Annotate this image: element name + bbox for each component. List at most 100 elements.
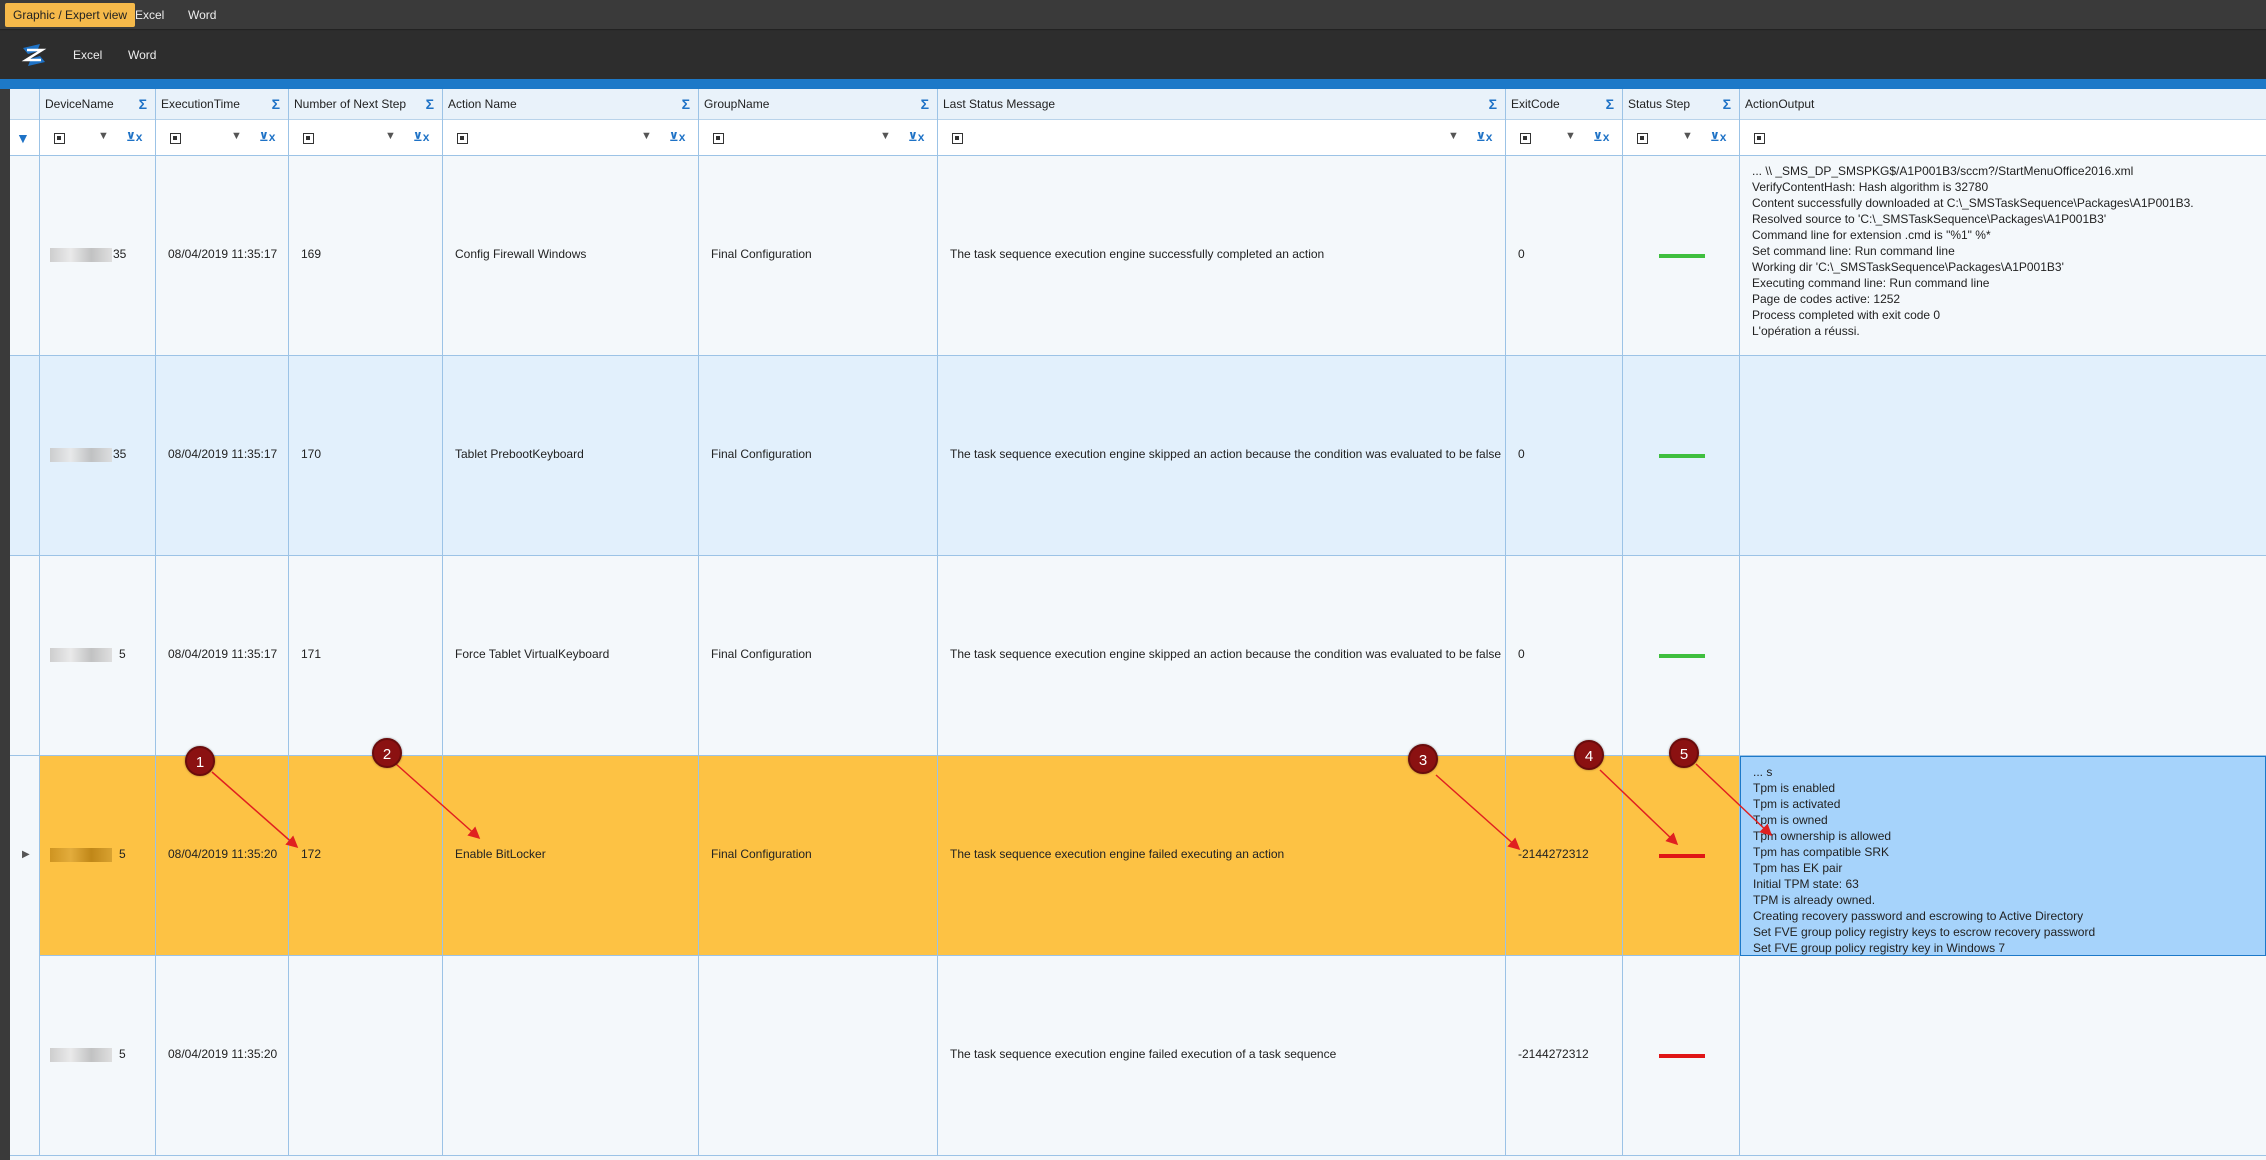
sum-icon[interactable]: Σ xyxy=(138,96,147,112)
row-indicator[interactable] xyxy=(10,956,40,1156)
row-indicator[interactable] xyxy=(10,356,40,556)
cell-devicename: 5 xyxy=(40,956,156,1156)
sum-icon[interactable]: Σ xyxy=(1605,96,1614,112)
column-header-devicename[interactable]: DeviceName Σ xyxy=(40,89,156,120)
filter-checkbox[interactable] xyxy=(1637,133,1648,144)
next-step-number: 171 xyxy=(301,647,322,661)
excel-button[interactable]: Excel xyxy=(73,48,103,62)
status-message: The task sequence execution engine succe… xyxy=(950,247,1325,261)
filter-checkbox[interactable] xyxy=(1520,133,1531,144)
dropdown-arrow-icon[interactable]: ▼ xyxy=(880,130,891,142)
filter-cell-exitcode[interactable]: ▼ ⊻x xyxy=(1506,120,1623,156)
clear-filter-icon[interactable]: ⊻x xyxy=(126,130,143,144)
refresh-logo-icon[interactable] xyxy=(18,40,50,70)
dropdown-arrow-icon[interactable]: ▼ xyxy=(1682,130,1693,142)
table-row[interactable]: 5 08/04/2019 11:35:17 171 Force Tablet V… xyxy=(10,556,2266,756)
filter-cell-actionoutput[interactable] xyxy=(1740,120,2266,156)
filter-toggle[interactable]: ▼ xyxy=(10,120,40,156)
filter-checkbox[interactable] xyxy=(54,133,65,144)
cell-exitcode: -2144272312 xyxy=(1506,756,1623,956)
column-header-action-name[interactable]: Action Name Σ xyxy=(443,89,699,120)
exit-code: -2144272312 xyxy=(1518,1047,1589,1061)
action-name: Config Firewall Windows xyxy=(455,247,587,261)
cell-executiontime: 08/04/2019 11:35:20 xyxy=(156,956,289,1156)
output-line: Set FVE group policy registry keys to es… xyxy=(1753,925,2096,939)
redacted-name xyxy=(50,1048,112,1062)
annotation-badge-5: 5 xyxy=(1669,738,1699,768)
clear-filter-icon[interactable]: ⊻x xyxy=(1710,130,1727,144)
filter-checkbox[interactable] xyxy=(457,133,468,144)
word-button[interactable]: Word xyxy=(128,48,157,62)
cell-next-step xyxy=(289,956,443,1156)
execution-time: 08/04/2019 11:35:20 xyxy=(168,1047,278,1061)
cell-devicename: 35 xyxy=(40,156,156,356)
table-row[interactable]: 35 08/04/2019 11:35:17 170 Tablet Preboo… xyxy=(10,356,2266,556)
column-header-groupname[interactable]: GroupName Σ xyxy=(699,89,938,120)
filter-checkbox[interactable] xyxy=(303,133,314,144)
clear-filter-icon[interactable]: ⊻x xyxy=(259,130,276,144)
table-row[interactable]: 5 08/04/2019 11:35:20 The task sequence … xyxy=(10,956,2266,1156)
sum-icon[interactable]: Σ xyxy=(681,96,690,112)
action-name: Tablet PrebootKeyboard xyxy=(455,447,584,461)
clear-filter-icon[interactable]: ⊻x xyxy=(908,130,925,144)
funnel-icon[interactable]: ▼ xyxy=(16,130,30,146)
column-header-actionoutput[interactable]: ActionOutput xyxy=(1740,89,2266,120)
tab-word[interactable]: Word xyxy=(188,8,217,22)
dropdown-arrow-icon[interactable]: ▼ xyxy=(1565,130,1576,142)
action-output-text-selected[interactable]: ... s Tpm is enabled Tpm is activated Tp… xyxy=(1740,756,2266,956)
execution-time: 08/04/2019 11:35:17 xyxy=(168,447,278,461)
dropdown-arrow-icon[interactable]: ▼ xyxy=(1448,130,1459,142)
filter-cell-next-step[interactable]: ▼ ⊻x xyxy=(289,120,443,156)
column-header-executiontime[interactable]: ExecutionTime Σ xyxy=(156,89,289,120)
sum-icon[interactable]: Σ xyxy=(271,96,280,112)
filter-cell-action-name[interactable]: ▼ ⊻x xyxy=(443,120,699,156)
sum-icon[interactable]: Σ xyxy=(1722,96,1731,112)
filter-checkbox[interactable] xyxy=(1754,133,1765,144)
cell-action-name: Tablet PrebootKeyboard xyxy=(443,356,699,556)
sum-icon[interactable]: Σ xyxy=(920,96,929,112)
cell-devicename: 5 xyxy=(40,556,156,756)
filter-cell-devicename[interactable]: ▼ ⊻x xyxy=(40,120,156,156)
table-row-selected[interactable]: ▶ 5 08/04/2019 11:35:20 172 Enable BitLo… xyxy=(10,756,2266,956)
sum-icon[interactable]: Σ xyxy=(425,96,434,112)
row-indicator[interactable] xyxy=(10,556,40,756)
filter-cell-last-status-message[interactable]: ▼ ⊻x xyxy=(938,120,1506,156)
clear-filter-icon[interactable]: ⊻x xyxy=(1476,130,1493,144)
clear-filter-icon[interactable]: ⊻x xyxy=(669,130,686,144)
cell-last-status-message: The task sequence execution engine faile… xyxy=(938,756,1506,956)
dropdown-arrow-icon[interactable]: ▼ xyxy=(385,130,396,142)
dropdown-arrow-icon[interactable]: ▼ xyxy=(641,130,652,142)
table-row[interactable]: 35 08/04/2019 11:35:17 169 Config Firewa… xyxy=(10,156,2266,356)
column-header-next-step[interactable]: Number of Next Step Σ xyxy=(289,89,443,120)
header-indicator xyxy=(10,89,40,120)
output-line: Process completed with exit code 0 xyxy=(1752,308,1941,322)
filter-checkbox[interactable] xyxy=(170,133,181,144)
row-indicator[interactable]: ▶ xyxy=(10,756,40,956)
status-message: The task sequence execution engine faile… xyxy=(950,847,1285,861)
filter-checkbox[interactable] xyxy=(952,133,963,144)
device-suffix: 35 xyxy=(113,247,127,261)
cell-exitcode: 0 xyxy=(1506,556,1623,756)
filter-cell-status-step[interactable]: ▼ ⊻x xyxy=(1623,120,1740,156)
device-suffix: 35 xyxy=(113,447,127,461)
filter-checkbox[interactable] xyxy=(713,133,724,144)
output-line: Executing command line: Run command line xyxy=(1752,276,1990,290)
column-header-exitcode[interactable]: ExitCode Σ xyxy=(1506,89,1623,120)
cell-action-name: Force Tablet VirtualKeyboard xyxy=(443,556,699,756)
filter-cell-groupname[interactable]: ▼ ⊻x xyxy=(699,120,938,156)
cell-actionoutput[interactable]: ... s Tpm is enabled Tpm is activated Tp… xyxy=(1740,756,2266,956)
output-line: Tpm is activated xyxy=(1753,797,1841,811)
filter-cell-executiontime[interactable]: ▼ ⊻x xyxy=(156,120,289,156)
row-indicator[interactable] xyxy=(10,156,40,356)
clear-filter-icon[interactable]: ⊻x xyxy=(1593,130,1610,144)
column-header-last-status-message[interactable]: Last Status Message Σ xyxy=(938,89,1506,120)
tab-excel[interactable]: Excel xyxy=(135,8,165,22)
column-header-status-step[interactable]: Status Step Σ xyxy=(1623,89,1740,120)
action-name: Force Tablet VirtualKeyboard xyxy=(455,647,610,661)
dropdown-arrow-icon[interactable]: ▼ xyxy=(231,130,242,142)
cell-last-status-message: The task sequence execution engine faile… xyxy=(938,956,1506,1156)
sum-icon[interactable]: Σ xyxy=(1488,96,1497,112)
tab-graphic-expert-view[interactable]: Graphic / Expert view xyxy=(5,3,136,27)
dropdown-arrow-icon[interactable]: ▼ xyxy=(98,130,109,142)
clear-filter-icon[interactable]: ⊻x xyxy=(413,130,430,144)
